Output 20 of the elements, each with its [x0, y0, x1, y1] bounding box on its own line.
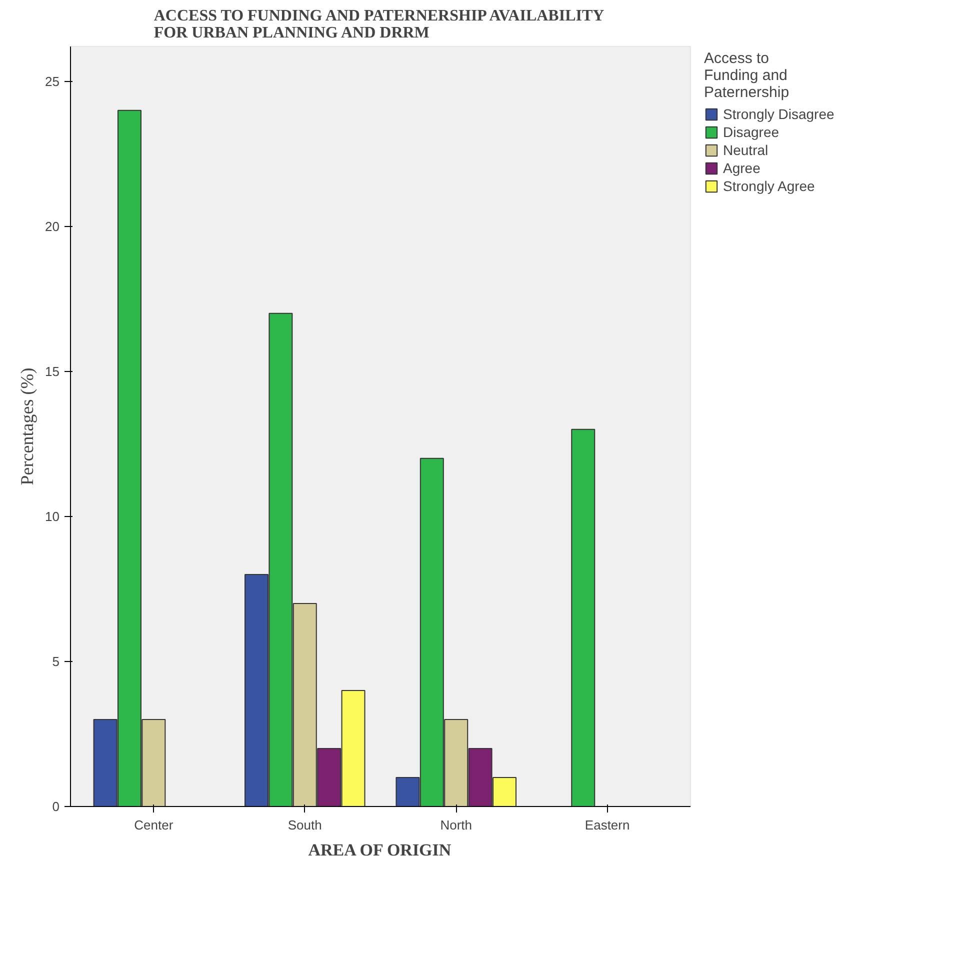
bar [571, 428, 596, 806]
x-tick-label: Center [134, 818, 174, 832]
legend-label: Strongly Agree [723, 178, 815, 194]
x-axis-title: AREA OF ORIGIN [308, 840, 452, 860]
y-tick-label: 5 [52, 654, 60, 669]
legend-label: Strongly Disagree [723, 106, 834, 122]
x-tick-label: Eastern [584, 818, 630, 832]
y-tick-label: 15 [45, 364, 60, 379]
y-tick-label: 20 [45, 218, 60, 234]
y-tick-label: 0 [52, 799, 60, 814]
legend-label: Neutral [723, 142, 768, 158]
legend-label: Agree [723, 160, 760, 176]
y-tick-label: 25 [45, 74, 60, 89]
x-tick-label: North [440, 818, 472, 832]
legend-title: Access to Funding and Paternership [704, 50, 790, 101]
chart-title: ACCESS TO FUNDING AND PATERNERSHIP AVAILABILITY FOR URBAN PLANNING AND DRRM [154, 8, 605, 42]
x-tick-label: South [288, 818, 322, 832]
y-axis-title: Percentages (%) [17, 368, 38, 486]
y-tick-label: 10 [45, 508, 60, 524]
legend-label: Disagree [723, 124, 780, 140]
